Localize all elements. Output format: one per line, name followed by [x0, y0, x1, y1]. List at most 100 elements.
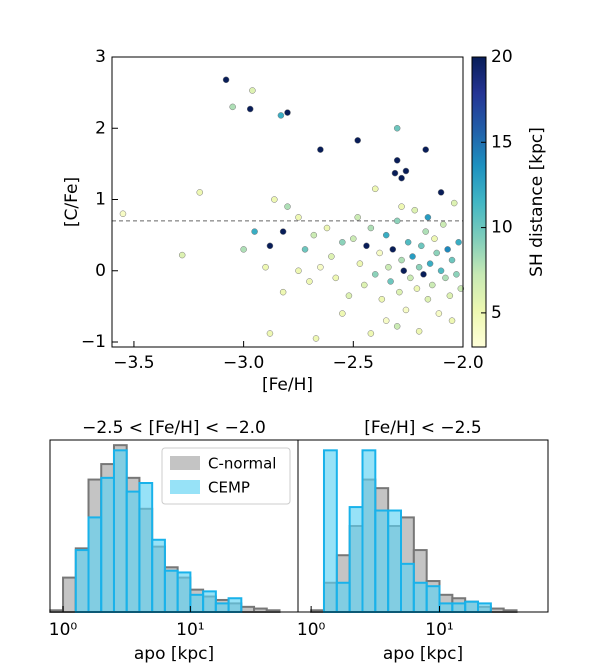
scatter-point [448, 317, 456, 324]
legend-label: CEMP [208, 479, 250, 497]
scatter-point [382, 317, 390, 324]
scatter-point [429, 281, 436, 289]
x-tick-label: 10¹ [425, 620, 453, 640]
scatter-point [393, 125, 401, 132]
scatter-point [262, 263, 269, 271]
scatter-point [402, 306, 410, 314]
scatter-point [391, 169, 399, 177]
scatter-point [119, 210, 127, 218]
scatter-point [437, 189, 445, 196]
scatter-point [420, 271, 427, 278]
scatter-point [332, 274, 340, 282]
colorbar-tick-label: 10 [491, 218, 513, 238]
scatter-point [279, 228, 287, 235]
histogram-bar [138, 482, 154, 613]
scatter-point [271, 196, 278, 203]
scatter-point [339, 310, 346, 317]
y-tick-label: 3 [95, 47, 106, 67]
y-tick-label: 2 [95, 118, 106, 138]
scatter-point [398, 174, 405, 182]
scatter-point [266, 330, 274, 337]
histogram-bar [189, 593, 205, 613]
colorbar [471, 56, 487, 348]
scatter-point [367, 224, 375, 232]
scatter-point [409, 253, 416, 260]
scatter-point [277, 112, 285, 119]
scatter-point [422, 228, 429, 235]
legend-swatch [170, 456, 200, 470]
scatter-point [196, 189, 203, 196]
histogram-bar [322, 449, 338, 613]
scatter-point [378, 296, 386, 303]
x-tick-label: 10¹ [176, 620, 204, 640]
scatter-point [418, 242, 425, 250]
histogram-bar [425, 585, 441, 614]
scatter-point [457, 285, 465, 292]
legend-swatch [170, 480, 200, 494]
histogram-bar [163, 569, 179, 613]
histogram-bar [400, 562, 415, 614]
histogram-bar [253, 607, 268, 613]
scatter-point [229, 103, 236, 111]
scatter-point [448, 256, 456, 264]
x-tick-label: −2.0 [442, 353, 483, 373]
histogram-bar [240, 605, 256, 614]
scatter-point [424, 214, 432, 221]
scatter-point [426, 260, 434, 267]
scatter-point [450, 199, 458, 207]
histogram-bar [214, 602, 230, 614]
scatter-point [398, 203, 405, 210]
scatter-point [433, 249, 440, 257]
histogram-bar [87, 516, 103, 614]
scatter-point [317, 146, 324, 153]
scatter-point [317, 263, 324, 271]
scatter-point [442, 274, 449, 282]
colorbar-tick-label: 15 [491, 132, 513, 152]
scatter-point [367, 330, 375, 337]
histogram-bar [374, 509, 390, 613]
histogram-bar [202, 590, 217, 613]
histogram-bar [489, 607, 505, 613]
scatter-point [284, 203, 291, 210]
scatter-point [393, 217, 401, 225]
scatter-point [437, 267, 445, 275]
scatter-point [415, 328, 423, 335]
scatter-point [455, 239, 462, 246]
histogram-bar [100, 476, 115, 613]
histogram-bar [451, 602, 467, 614]
histogram-bar [348, 506, 364, 613]
scatter-point [413, 285, 421, 292]
y-axis-label: [C/Fe] [62, 177, 82, 227]
x-tick-label: −3.0 [223, 353, 264, 373]
y-tick-label: 1 [95, 190, 106, 210]
scatter-point [444, 246, 451, 253]
colorbar-label: SH distance [kpc] [527, 127, 547, 277]
y-tick-label: −1 [81, 332, 106, 352]
scatter-point [382, 231, 390, 239]
histogram-bar [412, 581, 428, 614]
colorbar-tick-label: 5 [491, 303, 502, 323]
scatter-point [310, 231, 318, 239]
x-tick-label: 10⁰ [49, 620, 78, 640]
scatter-point [328, 253, 335, 260]
scatter-point [407, 274, 414, 282]
scatter-point [389, 246, 397, 253]
scatter-point [301, 246, 309, 253]
scatter-point [402, 167, 410, 175]
histogram-bar [125, 490, 141, 614]
scatter-point [440, 221, 447, 228]
histogram-bar [227, 597, 243, 613]
scatter-point [415, 263, 423, 271]
x-axis-label: [Fe/H] [262, 375, 313, 395]
scatter-point [354, 137, 361, 144]
scatter-point [312, 335, 320, 342]
histogram-bar [335, 581, 351, 614]
x-tick-label: 10⁰ [297, 620, 326, 640]
scatter-point [246, 105, 254, 113]
scatter-point [435, 310, 443, 317]
histogram-bar [361, 449, 377, 613]
histogram-bar [151, 538, 166, 614]
histogram-bar [387, 509, 403, 613]
histogram-bar [464, 600, 480, 613]
